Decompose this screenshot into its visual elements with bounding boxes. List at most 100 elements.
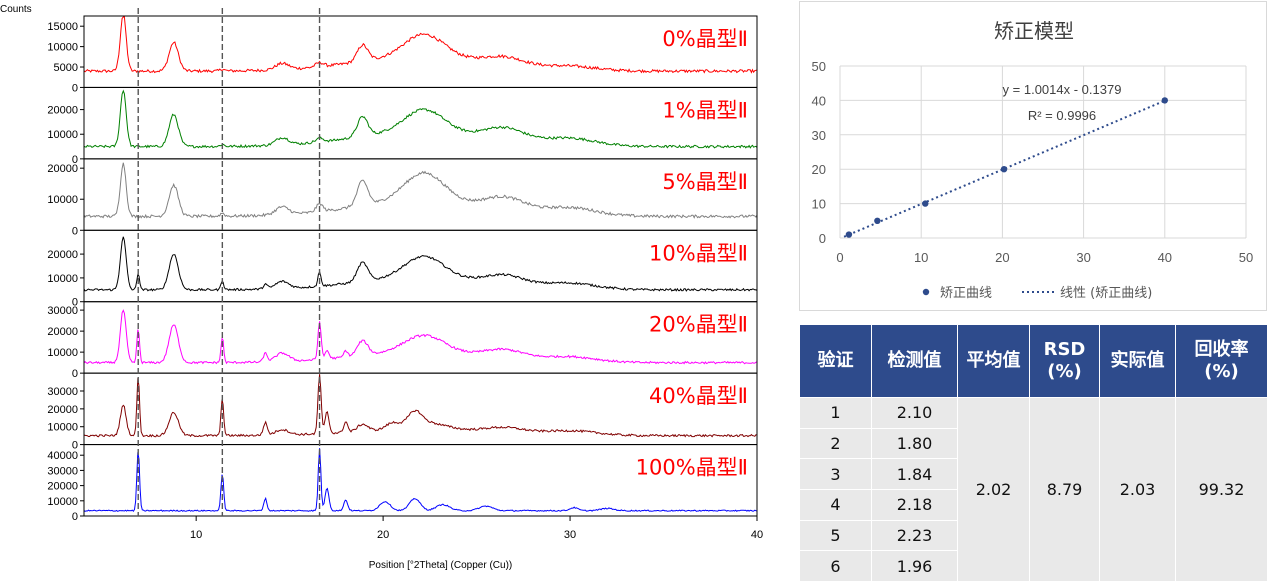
data-point [1000,166,1008,173]
cell-验证: 1 [799,397,872,429]
panel-frame [83,158,758,231]
cell-验证: 3 [799,458,872,490]
panel-label: 5%晶型Ⅱ [662,170,748,194]
pattern-line [83,89,758,149]
pattern-line [83,162,758,219]
legend-series-label: 矫正曲线 [940,286,992,301]
y-axis-title: Counts [0,4,32,15]
pattern-panel: 0 5000 10000 15000 0%晶型Ⅱ [47,15,758,94]
y-tick-label: 0 [72,225,78,237]
y-tick-label: 0 [819,231,826,246]
y-tick-label: 10000 [47,496,78,508]
x-tick-label: 20 [377,529,389,541]
cell-检测值: 2.10 [871,397,958,429]
pattern-panel: 0 10000 20000 30000 20%晶型Ⅱ [47,301,758,380]
x-tick-label: 0 [836,250,843,265]
y-tick-label: 20 [812,162,826,177]
data-point [922,200,929,207]
pattern-panel: 0 10000 20000 5%晶型Ⅱ [47,158,758,237]
y-tick-label: 40 [812,93,826,108]
y-tick-label: 20000 [47,249,78,261]
y-tick-label: 0 [72,154,78,166]
y-tick-label: 0 [72,297,78,309]
header-平均值: 平均值 [957,324,1030,398]
y-tick-label: 30000 [47,465,78,477]
y-tick-label: 20000 [47,163,78,175]
calibration-chart: 矫正模型 0 10 20 30 40 50 0 10 20 30 40 50 y = 1.0014x - … [812,19,1254,301]
cell-检测值: 1.80 [871,427,958,460]
pattern-panel: 0 10000 20000 1%晶型Ⅱ [47,86,758,166]
header-实际值: 实际值 [1099,324,1176,398]
panel-label: 1%晶型Ⅱ [662,98,748,122]
legend-marker [922,288,930,296]
table-row: 5 2.23 [799,519,1268,552]
cell-验证: 6 [799,550,872,582]
cell-实际值: 2.03 [1099,397,1176,582]
panel-label: 10%晶型Ⅱ [649,241,748,265]
y-tick-label: 0 [72,511,78,523]
x-tick-label: 50 [1239,250,1253,265]
cell-检测值: 2.23 [871,519,958,552]
pattern-panel: 0 10000 20000 10%晶型Ⅱ [47,229,758,309]
header-rsd: RSD (%) [1029,324,1100,398]
y-tick-label: 10000 [47,129,78,141]
y-tick-label: 10 [812,197,826,212]
x-axis-title: Position [°2Theta] (Copper (Cu)) [369,560,513,571]
cell-验证: 5 [799,519,872,552]
pattern-panel: 0 10000 20000 30000 40000 100%晶型Ⅱ [47,444,758,523]
cell-检测值: 1.96 [871,550,958,582]
y-tick-label: 20000 [47,326,78,338]
pattern-panel: 0 10000 20000 30000 40%晶型Ⅱ [47,372,758,452]
y-tick-label: 20000 [47,105,78,117]
x-tick-label: 30 [1076,250,1090,265]
y-tick-label: 0 [72,368,78,380]
x-tick-label: 30 [564,529,576,541]
chart-title: 矫正模型 [994,19,1074,43]
table-row: 4 2.18 [799,488,1268,521]
x-tick-label: 10 [190,529,202,541]
panel-frame [83,444,758,517]
cell-验证: 2 [799,427,872,460]
trend-r2: R² = 0.9996 [1028,108,1096,123]
data-point [874,217,881,224]
panel-frame [83,86,758,160]
pattern-line [83,309,758,365]
data-point [845,231,853,238]
validation-table: 验证 检测值 平均值 RSD (%) 实际值 回收率 (%) 1 2.10 2.… [799,324,1268,582]
calibration-chart-panel: 矫正模型 0 10 20 30 40 50 0 10 20 30 40 50 y = 1.0014x - … [799,1,1267,311]
y-tick-label: 30000 [47,386,78,398]
legend-trend-label: 线性 (矫正曲线) [1060,286,1152,301]
x-tick-label: 10 [914,250,928,265]
trendline [843,99,1166,238]
y-tick-label: 30000 [47,305,78,317]
panel-label: 0%晶型Ⅱ [662,27,748,51]
pattern-line [83,236,758,292]
header-检测值: 检测值 [871,324,958,398]
panel-label: 20%晶型Ⅱ [649,313,748,337]
y-tick-label: 10000 [47,273,78,285]
y-tick-label: 0 [72,82,78,94]
cell-回收率: 99.32 [1175,397,1268,582]
x-tick-label: 40 [1158,250,1172,265]
data-point [1161,97,1168,104]
panel-label: 100%晶型Ⅱ [636,456,748,480]
cell-检测值: 1.84 [871,458,958,490]
y-tick-label: 10000 [47,422,78,434]
panel-label: 40%晶型Ⅱ [649,384,748,408]
pattern-line [83,16,758,74]
table-row: 1 2.10 2.02 8.79 2.03 99.32 [799,397,1268,582]
trend-equation: y = 1.0014x - 0.1379 [1003,82,1122,97]
pattern-line [83,374,758,438]
y-tick-label: 5000 [54,62,78,74]
cell-检测值: 2.18 [871,488,958,521]
y-tick-label: 0 [72,440,78,452]
y-tick-label: 30 [812,128,826,143]
x-tick-label: 20 [995,250,1009,265]
panel-frame [83,15,758,88]
table-header-row: 验证 检测值 平均值 RSD (%) 实际值 回收率 (%) [799,324,1268,398]
y-tick-label: 40000 [47,450,78,462]
y-tick-label: 20000 [47,481,78,493]
cell-验证: 4 [799,488,872,521]
y-tick-label: 15000 [47,21,78,33]
